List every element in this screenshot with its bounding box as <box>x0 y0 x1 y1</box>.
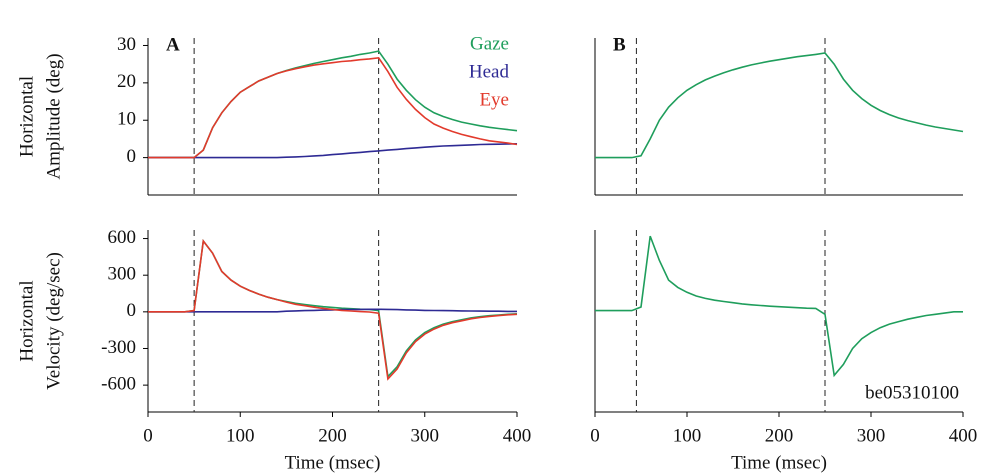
x-tick-label: 100 <box>673 425 702 446</box>
data-line <box>595 52 964 159</box>
x-tick-label: 0 <box>143 425 153 446</box>
panel-label: B <box>613 34 626 55</box>
x-tick-label: 200 <box>765 425 794 446</box>
legend-entry: Head <box>469 61 510 82</box>
y-tick-label: -600 <box>101 373 136 394</box>
x-axis-label: Time (msec) <box>285 452 381 473</box>
x-tick-label: 300 <box>411 425 440 446</box>
y-tick-label: -300 <box>101 337 136 358</box>
y-tick-label: 0 <box>127 146 137 167</box>
legend-entry: Gaze <box>470 33 509 54</box>
data-line <box>148 238 518 381</box>
x-tick-label: 0 <box>590 425 600 446</box>
y-axis-label: Horizontal <box>16 280 37 361</box>
y-tick-label: 20 <box>117 71 136 92</box>
x-tick-label: 300 <box>857 425 886 446</box>
y-tick-label: 10 <box>117 109 136 130</box>
y-axis-label: Horizontal <box>16 76 37 157</box>
panel-label: A <box>166 34 180 55</box>
x-axis-label: Time (msec) <box>731 452 827 473</box>
y-tick-label: 0 <box>127 300 137 321</box>
x-tick-label: 200 <box>318 425 347 446</box>
x-tick-label: 100 <box>226 425 255 446</box>
data-line <box>148 143 518 159</box>
annotation: be05310100 <box>865 382 959 403</box>
y-axis-label: Amplitude (deg) <box>43 53 64 179</box>
y-tick-label: 30 <box>117 34 136 55</box>
data-line <box>148 50 518 159</box>
x-tick-label: 400 <box>949 425 978 446</box>
data-line <box>148 56 518 159</box>
y-axis-label: Velocity (deg/sec) <box>43 252 64 390</box>
y-tick-label: 600 <box>108 227 137 248</box>
y-tick-label: 300 <box>108 264 137 285</box>
x-tick-label: 400 <box>503 425 532 446</box>
legend-entry: Eye <box>479 89 509 110</box>
data-line <box>595 235 963 378</box>
